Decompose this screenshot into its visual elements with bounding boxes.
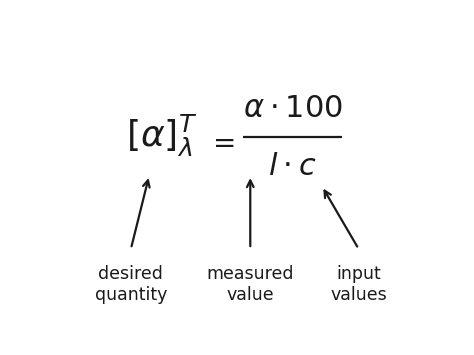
Text: input
values: input values — [330, 265, 387, 304]
Text: $=$: $=$ — [207, 129, 235, 156]
Text: desired
quantity: desired quantity — [95, 265, 167, 304]
Text: measured
value: measured value — [207, 265, 294, 304]
Text: $\alpha \cdot 100$: $\alpha \cdot 100$ — [243, 94, 342, 123]
Text: $\left[\alpha\right]_{\lambda}^{T}$: $\left[\alpha\right]_{\lambda}^{T}$ — [127, 113, 198, 159]
Text: $l \cdot c$: $l \cdot c$ — [268, 153, 317, 181]
